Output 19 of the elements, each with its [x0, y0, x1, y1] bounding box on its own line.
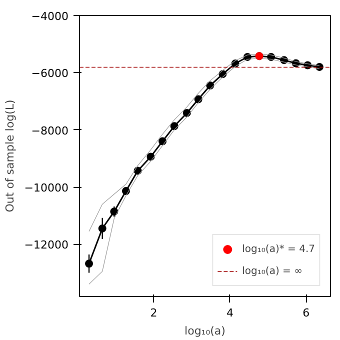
legend-label: log₁₀(a)* = 4.7	[242, 244, 315, 254]
point	[182, 108, 191, 117]
y-tick-label: −4000	[31, 10, 69, 23]
x-tick-label: 6	[302, 306, 310, 320]
point	[110, 208, 118, 216]
point	[85, 260, 94, 268]
y-axis-title: Out of sample log(L)	[3, 100, 16, 212]
point	[98, 224, 106, 232]
x-tick-label: 2	[150, 306, 158, 320]
point	[146, 152, 155, 161]
x-tick-label: 4	[226, 306, 234, 320]
y-tick-label: −8000	[31, 124, 69, 138]
y-tick-label: −10000	[24, 182, 69, 195]
x-axis-title: log₁₀(a)	[184, 324, 226, 338]
y-tick-label: −6000	[31, 67, 69, 80]
legend-label: log₁₀(a) = ∞	[242, 266, 302, 276]
point	[170, 122, 178, 130]
y-tick-label: −12000	[24, 238, 69, 252]
point	[122, 187, 130, 196]
